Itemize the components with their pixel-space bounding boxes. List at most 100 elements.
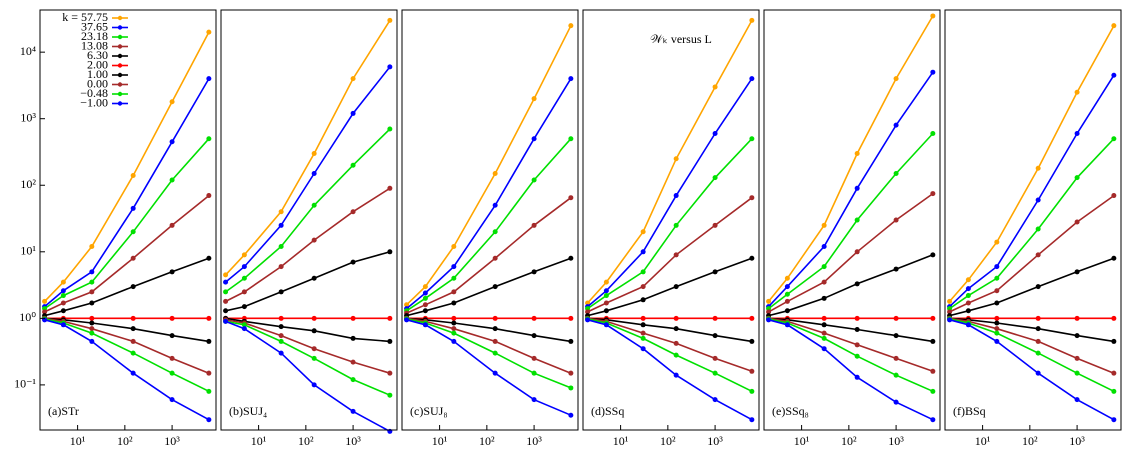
x-tick-label: 10³: [707, 434, 723, 448]
data-point: [854, 249, 860, 255]
data-point: [673, 284, 679, 290]
x-tick-label: 10²: [660, 434, 676, 448]
panel-label: (c)SUJ₈: [410, 404, 448, 418]
data-point: [1035, 226, 1041, 232]
panel: 10¹ 10² 10³ (e)SSq₈: [763, 9, 941, 448]
data-point: [451, 289, 457, 295]
series-line: [768, 317, 934, 373]
data-point: [130, 315, 136, 321]
data-point: [241, 322, 247, 328]
series-line: [406, 25, 572, 306]
data-point: [278, 350, 284, 356]
series-line: [406, 257, 572, 317]
series-line: [948, 25, 1115, 302]
data-point: [821, 315, 827, 321]
series-line: [225, 320, 391, 396]
data-point: [930, 252, 936, 258]
data-point: [531, 269, 537, 275]
x-tick-label: 10¹: [70, 434, 86, 448]
series-line: [44, 78, 210, 308]
data-point: [422, 322, 428, 328]
data-point: [994, 315, 1000, 321]
series-line: [44, 319, 210, 421]
data-point: [350, 359, 356, 365]
legend-label: 23.18: [81, 29, 108, 43]
data-point: [531, 96, 537, 102]
data-point: [930, 388, 936, 394]
data-point: [169, 99, 175, 105]
data-point: [60, 300, 66, 306]
series-line: [225, 19, 391, 276]
data-point: [821, 322, 827, 328]
panel-frame: [944, 9, 1122, 431]
data-point: [854, 326, 860, 332]
panel: 10¹ 10² 10³ (c)SUJ₈: [401, 9, 579, 448]
legend-marker: [117, 34, 123, 40]
data-point: [568, 370, 574, 376]
data-point: [350, 76, 356, 82]
data-point: [278, 209, 284, 215]
data-point: [404, 317, 410, 323]
data-point: [1035, 284, 1041, 290]
data-point: [821, 330, 827, 336]
data-point: [1035, 326, 1041, 332]
data-point: [531, 333, 537, 339]
data-point: [994, 264, 1000, 270]
data-point: [603, 300, 609, 306]
data-point: [784, 322, 790, 328]
series-line: [44, 317, 210, 343]
data-point: [89, 300, 95, 306]
data-point: [1111, 193, 1117, 199]
data-point: [640, 249, 646, 255]
data-point: [169, 333, 175, 339]
data-point: [60, 308, 66, 314]
data-point: [893, 333, 899, 339]
data-point: [1074, 130, 1080, 136]
data-point: [749, 255, 755, 261]
data-point: [130, 173, 136, 179]
data-point: [1074, 89, 1080, 95]
x-tick-label: 10¹: [251, 434, 267, 448]
series-line: [587, 20, 753, 304]
data-point: [451, 326, 457, 332]
data-point: [89, 330, 95, 336]
data-point: [784, 284, 790, 290]
x-tick-label: 10²: [479, 434, 495, 448]
panel: 10¹ 10² 10³ 10⁻¹ 10⁰ 10¹ 10² 10³ 10⁴ (a)STr k = 57…: [14, 9, 217, 448]
data-point: [89, 289, 95, 295]
data-point: [673, 372, 679, 378]
data-point: [311, 151, 317, 157]
series-line: [587, 317, 753, 373]
data-point: [451, 320, 457, 326]
data-point: [568, 76, 574, 82]
data-point: [603, 288, 609, 294]
data-point: [965, 308, 971, 314]
data-point: [492, 202, 498, 208]
data-point: [712, 130, 718, 136]
series-line: [587, 319, 753, 421]
data-point: [1074, 269, 1080, 275]
data-point: [42, 298, 48, 304]
data-point: [422, 308, 428, 314]
data-point: [350, 209, 356, 215]
data-point: [947, 309, 953, 315]
series-line: [225, 320, 391, 433]
data-point: [640, 315, 646, 321]
data-point: [206, 370, 212, 376]
data-point: [854, 342, 860, 348]
data-point: [350, 162, 356, 168]
data-point: [89, 315, 95, 321]
data-point: [387, 392, 393, 398]
data-point: [169, 177, 175, 183]
data-point: [241, 289, 247, 295]
data-point: [387, 315, 393, 321]
data-point: [89, 279, 95, 285]
x-tick-label: 10³: [345, 434, 361, 448]
data-point: [766, 309, 772, 315]
series-line: [44, 138, 210, 310]
data-point: [893, 171, 899, 177]
data-point: [994, 338, 1000, 344]
data-point: [821, 295, 827, 301]
annotation: 𝒲ₖ versus L: [650, 32, 712, 46]
data-point: [821, 335, 827, 341]
